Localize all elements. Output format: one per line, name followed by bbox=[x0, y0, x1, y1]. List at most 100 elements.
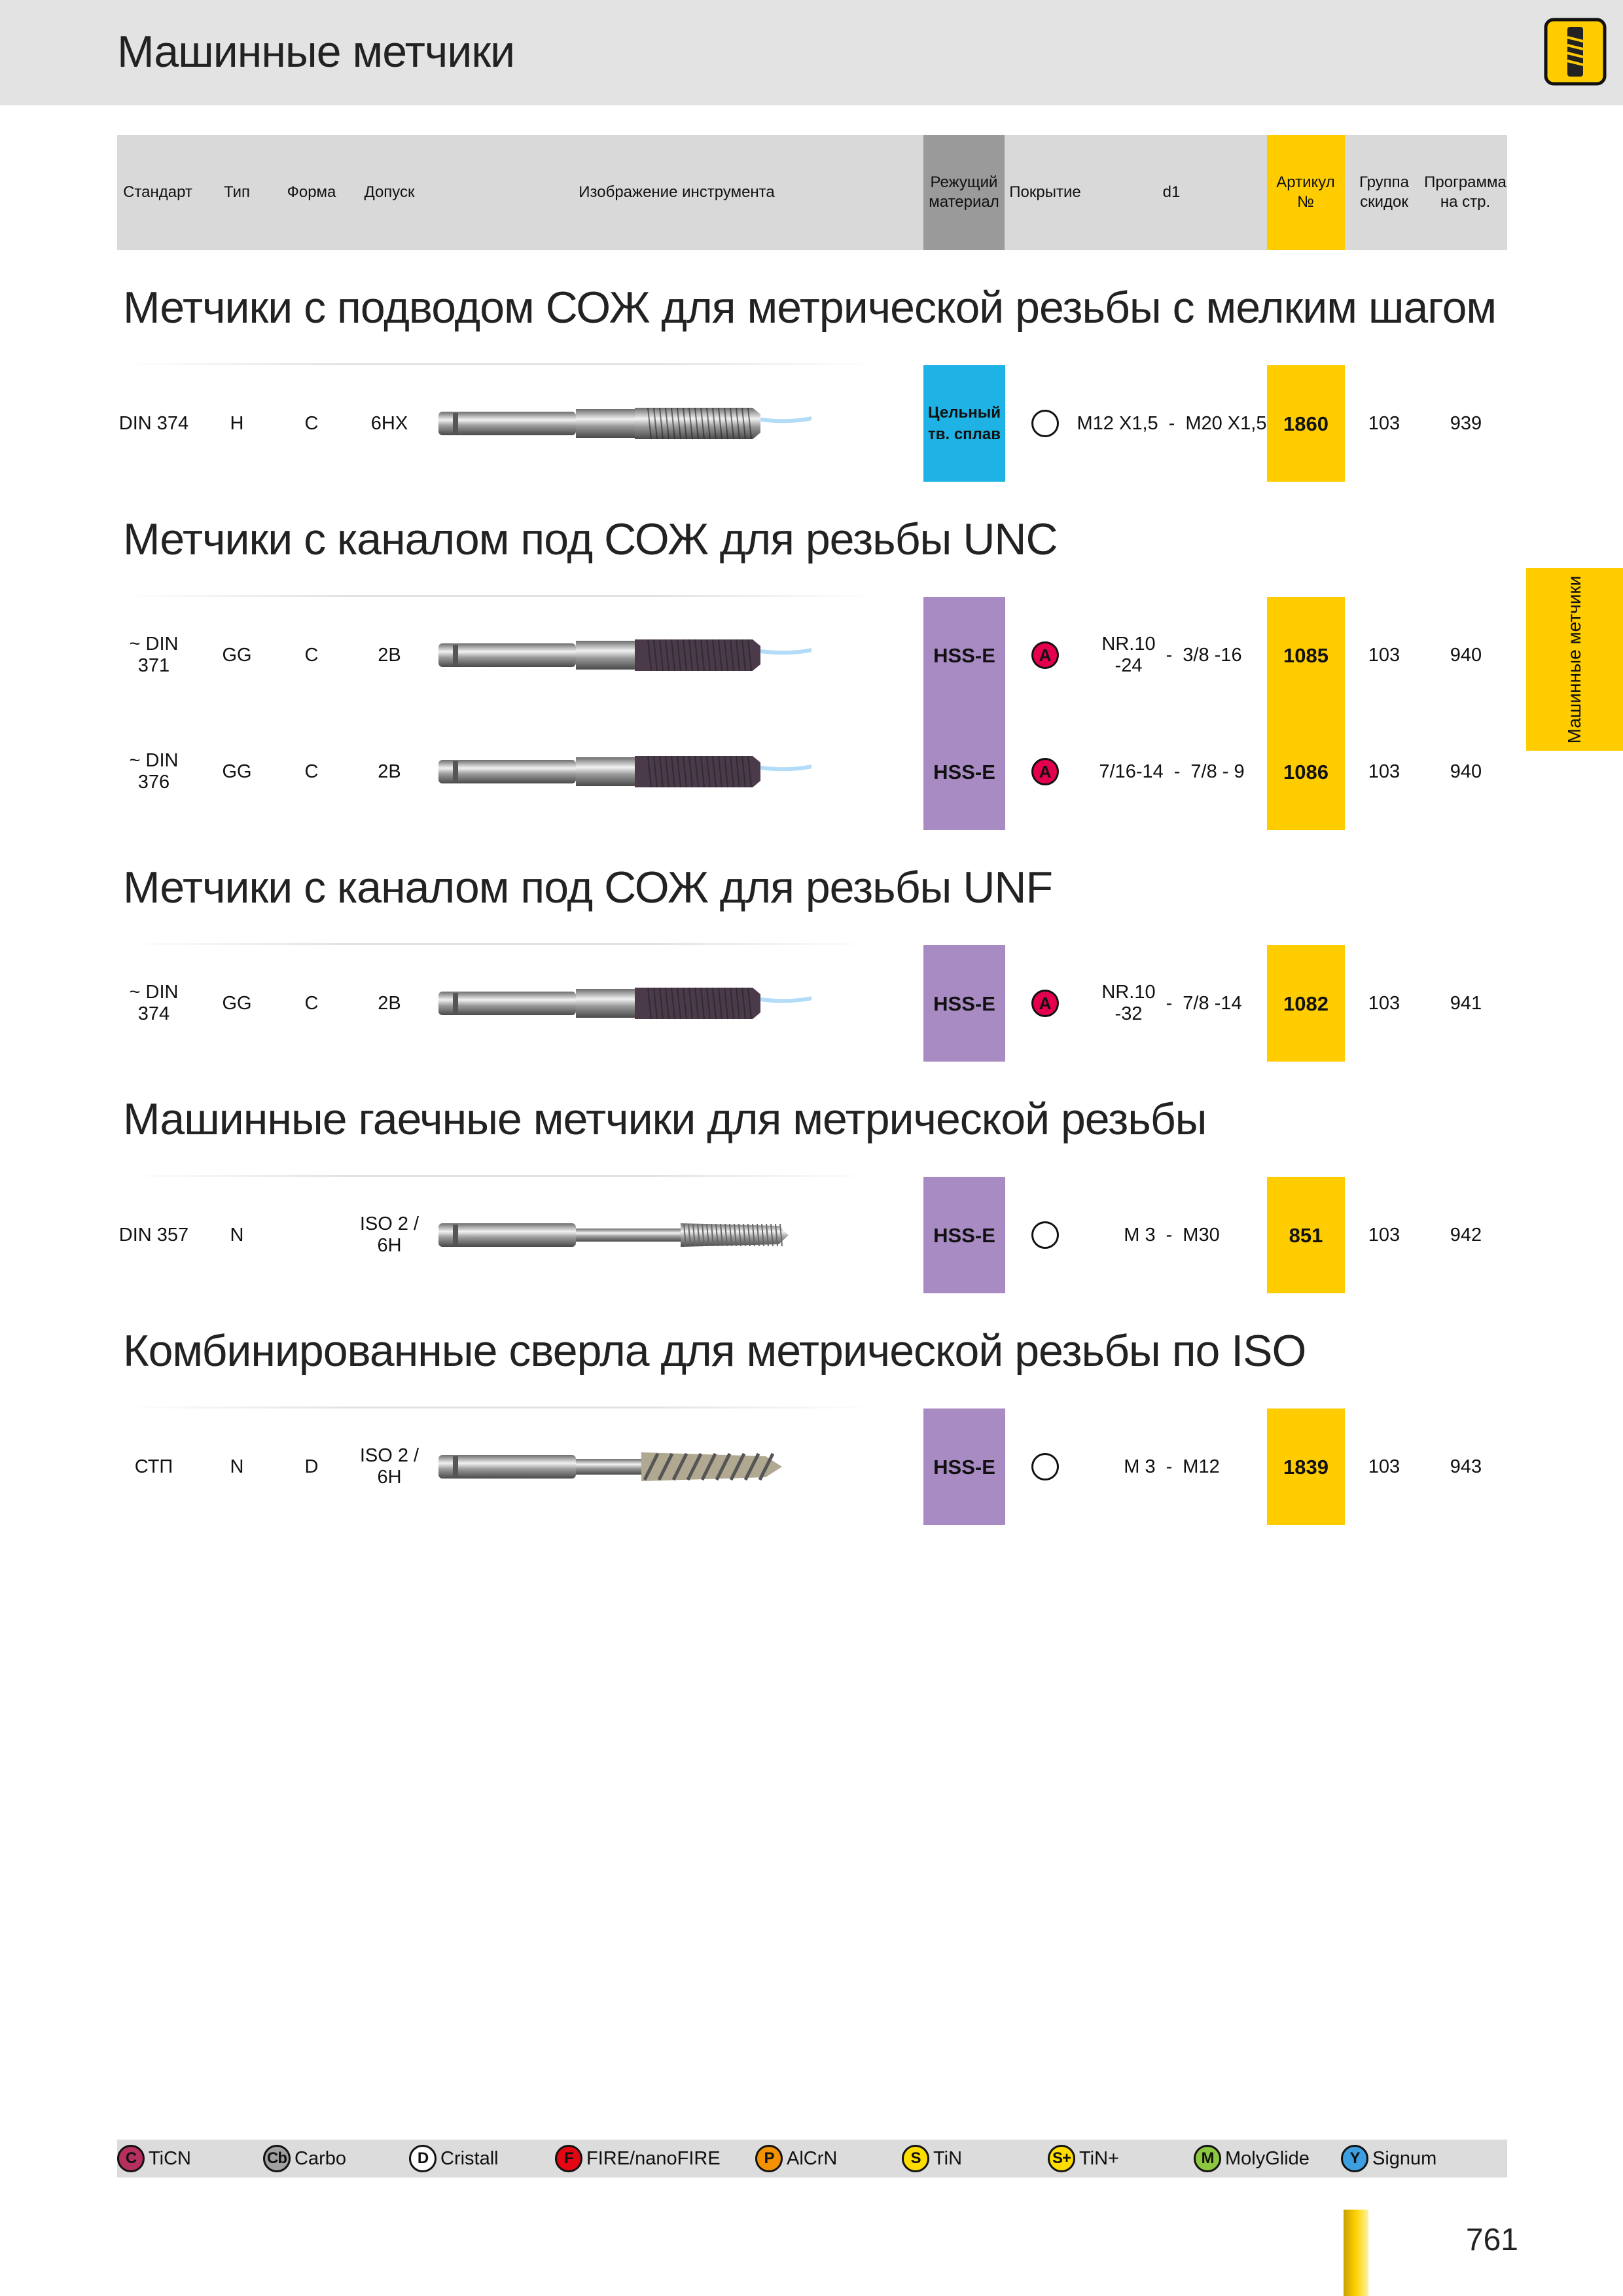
legend-symbol: C bbox=[117, 2145, 145, 2172]
product-row: DIN 357 N ISO 2 / 6H 103 942 HSS-E M 3- M30 851 bbox=[0, 1177, 1623, 1293]
tool-image bbox=[438, 639, 812, 672]
standard: ~ DIN 374 bbox=[129, 982, 179, 1024]
legend-symbol: S+ bbox=[1048, 2145, 1075, 2172]
discount-group: 103 bbox=[1368, 644, 1400, 666]
coating-circle bbox=[1031, 1221, 1059, 1249]
tolerance: 2B bbox=[378, 992, 401, 1014]
d1-part: M20 X1,5 bbox=[1185, 412, 1267, 434]
page-number: 761 bbox=[1465, 2223, 1518, 2257]
material: HSS-E bbox=[923, 1408, 1005, 1525]
section-title: Метчики с каналом под СОЖ для резьбы UNC bbox=[123, 514, 1058, 564]
side-tab-label: Машинные метчики bbox=[1564, 575, 1584, 744]
section-title-box: Комбинированные сверла для метрической р… bbox=[0, 1293, 1623, 1408]
legend-symbol: Y bbox=[1341, 2145, 1368, 2172]
standard: СТП bbox=[134, 1456, 173, 1477]
page-marker bbox=[1344, 2210, 1368, 2296]
legend-label: TiN+ bbox=[1079, 2147, 1119, 2169]
discount-group: 103 bbox=[1368, 1224, 1400, 1246]
coating-circle: A bbox=[1031, 990, 1059, 1017]
d1: M 3- M30 bbox=[1077, 1177, 1267, 1293]
form: D bbox=[304, 1456, 319, 1477]
standard: ~ DIN 376 bbox=[129, 750, 179, 793]
d1: M12 X1,5- M20 X1,5 bbox=[1077, 365, 1267, 482]
column-header: Допуск bbox=[364, 183, 415, 201]
coating-circle bbox=[1031, 1453, 1059, 1480]
legend-item: P AlCrN bbox=[755, 2140, 837, 2178]
tolerance: ISO 2 / 6H bbox=[359, 1445, 419, 1488]
legend-label: Carbo bbox=[294, 2147, 346, 2169]
page: 939 bbox=[1450, 412, 1482, 434]
column-header: Режущий материал bbox=[929, 173, 999, 211]
column-header: Артикул № bbox=[1276, 173, 1335, 211]
article: 1082 bbox=[1267, 945, 1345, 1062]
legend-item: D Cristall bbox=[409, 2140, 499, 2178]
section-icon bbox=[1544, 18, 1607, 86]
section-title-box: Метчики с подводом СОЖ для метрической р… bbox=[0, 250, 1623, 365]
d1-part: 7/16-14 bbox=[1099, 761, 1164, 782]
legend-label: FIRE/nanoFIRE bbox=[586, 2147, 721, 2169]
discount-group: 103 bbox=[1368, 992, 1400, 1014]
tool-image bbox=[438, 407, 812, 440]
d1-part: M12 X1,5 bbox=[1077, 412, 1158, 434]
type: GG bbox=[222, 992, 252, 1014]
column-header: Программа на стр. bbox=[1424, 173, 1507, 211]
column-header: Тип bbox=[223, 183, 250, 201]
legend-symbol: S bbox=[902, 2145, 929, 2172]
article-header-bg bbox=[1267, 135, 1345, 250]
legend-symbol: Cb bbox=[263, 2145, 291, 2172]
legend-symbol: D bbox=[409, 2145, 437, 2172]
legend-label: Signum bbox=[1372, 2147, 1437, 2169]
d1: NR.10 -24-3/8 -16 bbox=[1077, 597, 1267, 713]
side-tab: Машинные метчики bbox=[1526, 568, 1623, 751]
d1-part: M 3 bbox=[1124, 1456, 1156, 1477]
legend-symbol: F bbox=[555, 2145, 582, 2172]
legend-item: F FIRE/nanoFIRE bbox=[555, 2140, 721, 2178]
legend-symbol: M bbox=[1194, 2145, 1221, 2172]
d1: 7/16-14-7/8 - 9 bbox=[1077, 713, 1267, 830]
d1-part: - bbox=[1166, 992, 1173, 1014]
d1: M 3- M12 bbox=[1077, 1408, 1267, 1525]
section-title: Метчики с подводом СОЖ для метрической р… bbox=[123, 282, 1497, 332]
product-row: ~ DIN 376 GG C 2B 103 940 HSS-E A 7/16-14-7/8 - … bbox=[0, 713, 1623, 830]
page: 942 bbox=[1450, 1224, 1482, 1246]
section-title-box: Машинные гаечные метчики для метрической… bbox=[0, 1062, 1623, 1177]
section-title: Машинные гаечные метчики для метрической… bbox=[123, 1094, 1207, 1144]
d1-part: NR.10 -24 bbox=[1101, 634, 1156, 676]
material: HSS-E bbox=[923, 1177, 1005, 1293]
tool-image bbox=[438, 987, 812, 1020]
column-header: Форма bbox=[287, 183, 336, 201]
page-title: Машинные метчики bbox=[117, 27, 515, 77]
legend-item: M MolyGlide bbox=[1194, 2140, 1310, 2178]
header-bar bbox=[0, 0, 1623, 105]
section-title: Метчики с каналом под СОЖ для резьбы UNF bbox=[123, 862, 1053, 912]
article: 851 bbox=[1267, 1177, 1345, 1293]
article: 1839 bbox=[1267, 1408, 1345, 1525]
legend-label: TiCN bbox=[149, 2147, 191, 2169]
column-header: Группа скидок bbox=[1359, 173, 1410, 211]
form: C bbox=[304, 992, 319, 1014]
tool-image bbox=[438, 1223, 789, 1247]
coating: A bbox=[1027, 713, 1063, 830]
d1-part: M 3 bbox=[1124, 1224, 1156, 1246]
coating: A bbox=[1027, 945, 1063, 1062]
tolerance: ISO 2 / 6H bbox=[359, 1213, 419, 1256]
d1: NR.10 -32-7/8 -14 bbox=[1077, 945, 1267, 1062]
d1-part: - bbox=[1168, 412, 1175, 434]
product-row: DIN 374 H C 6HX 103 939 Цельный тв. сплав M12 X… bbox=[0, 365, 1623, 482]
material: Цельный тв. сплав bbox=[923, 365, 1005, 482]
legend-symbol: P bbox=[755, 2145, 783, 2172]
section-title-box: Метчики с каналом под СОЖ для резьбы UNC bbox=[0, 482, 1623, 597]
legend-item: Cb Carbo bbox=[263, 2140, 346, 2178]
discount-group: 103 bbox=[1368, 761, 1400, 782]
d1-part: - bbox=[1173, 761, 1181, 782]
material: HSS-E bbox=[923, 597, 1005, 713]
d1-part: M12 bbox=[1183, 1456, 1220, 1477]
column-header: Стандарт bbox=[123, 183, 192, 201]
type: H bbox=[230, 412, 244, 434]
legend-label: MolyGlide bbox=[1225, 2147, 1310, 2169]
tool-image bbox=[438, 1452, 782, 1481]
type: N bbox=[230, 1456, 244, 1477]
page: 940 bbox=[1450, 644, 1482, 666]
coating bbox=[1027, 365, 1063, 482]
article: 1085 bbox=[1267, 597, 1345, 713]
